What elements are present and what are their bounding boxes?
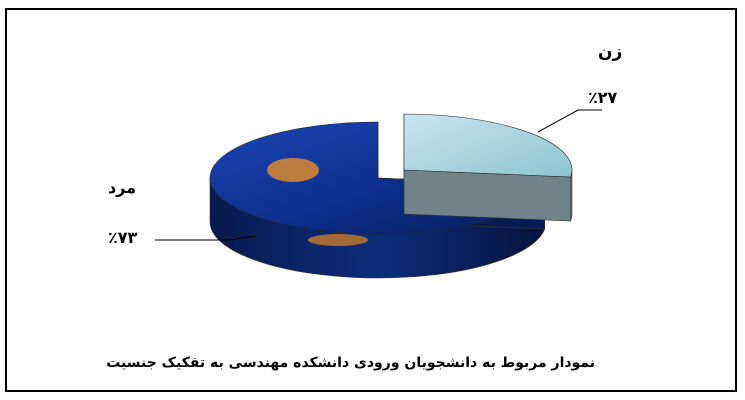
- slice-label-women: زن: [598, 42, 623, 62]
- pie-slice-top-women: [403, 113, 573, 178]
- slice-percent-women: ٪۲۷: [588, 88, 618, 107]
- leader-line-women: [537, 109, 602, 133]
- leader-line-men: [155, 235, 256, 241]
- slice-percent-men: ٪۷۳: [108, 228, 138, 247]
- slice-texture-men: [267, 158, 319, 182]
- chart-caption: نمودار مربوط به دانشجویان ورودی دانشکده …: [106, 355, 595, 371]
- slice-label-men: مرد: [108, 178, 137, 197]
- slice-texture-men-side: [308, 234, 368, 246]
- pie-slice-cut-women-1: [403, 169, 571, 222]
